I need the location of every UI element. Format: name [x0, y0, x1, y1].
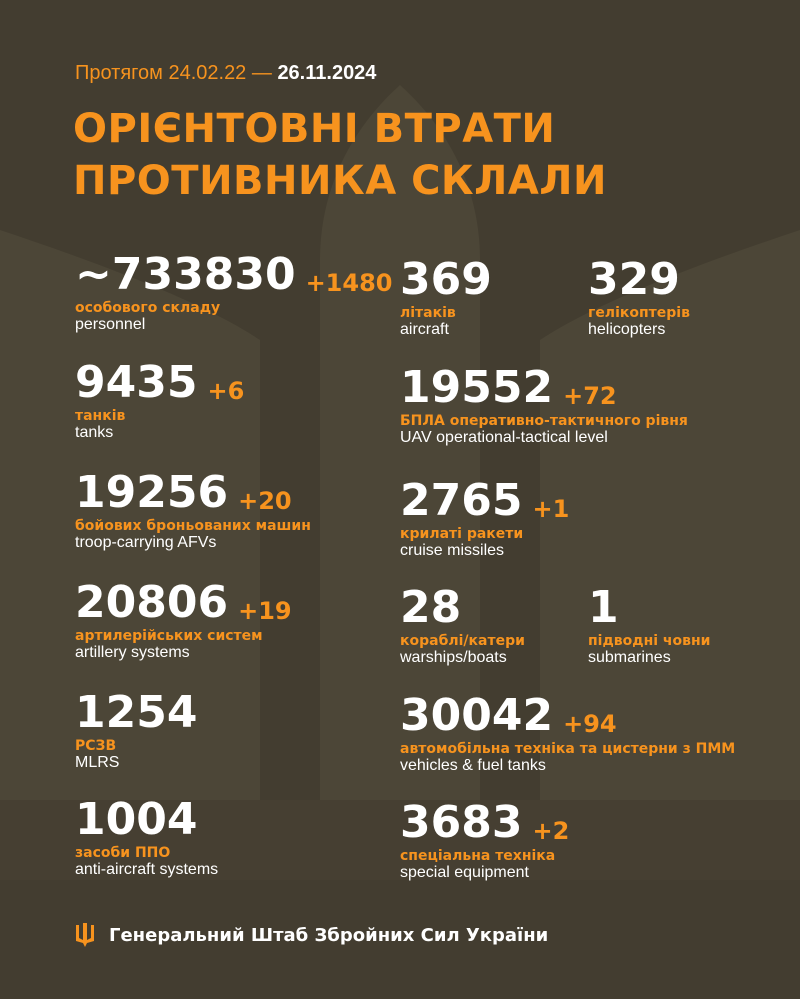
- stat-value: 3683 +2: [400, 800, 569, 846]
- stat-number: 1254: [75, 687, 198, 738]
- stat-label-ua: бойових броньованих машин: [75, 518, 311, 534]
- stat-label-en: submarines: [588, 649, 671, 666]
- stat-value: 20806 +19: [75, 580, 292, 626]
- stat-label-ua: БПЛА оперативно-тактичного рівня: [400, 413, 688, 429]
- stat-label-ua: РСЗВ: [75, 738, 117, 754]
- stat-number: 1: [588, 582, 619, 633]
- stat-increase: +72: [563, 382, 617, 410]
- title-line-2: ПРОТИВНИКА СКЛАЛИ: [73, 158, 608, 204]
- stat-label-en: cruise missiles: [400, 542, 505, 559]
- stat-number: 369: [400, 254, 492, 305]
- stat-value: 329: [588, 257, 690, 303]
- footer-text: Генеральний Штаб Збройних Сил України: [109, 924, 549, 946]
- stat-item: 2765 +1 крилаті ракети cruise missiles: [400, 478, 569, 560]
- stat-increase: +20: [238, 487, 292, 515]
- stat-label-en: tanks: [75, 424, 114, 441]
- stat-label-ua: кораблі/катери: [400, 633, 525, 649]
- stat-item: 19256 +20 бойових броньованих машин troop-c…: [75, 470, 311, 552]
- stat-number: 19256: [75, 467, 229, 518]
- stat-label-en: personnel: [75, 316, 146, 333]
- stat-number: 30042: [400, 690, 554, 741]
- stat-label-en: artillery systems: [75, 644, 190, 661]
- stat-item: 369 літаків aircraft: [400, 257, 492, 339]
- stat-increase: +2: [532, 817, 570, 845]
- stat-number: 20806: [75, 577, 229, 628]
- stat-number: 3683: [400, 797, 523, 848]
- stat-label-ua: підводні човни: [588, 633, 711, 649]
- stat-value: 2765 +1: [400, 478, 569, 524]
- stat-item: 1004 засоби ППО anti-aircraft systems: [75, 797, 218, 879]
- stat-label-en: UAV operational-tactical level: [400, 429, 608, 446]
- stat-item: 20806 +19 артилерійських систем artillery s…: [75, 580, 292, 662]
- stat-item: 9435 +6 танків tanks: [75, 360, 244, 442]
- stat-label-en: anti-aircraft systems: [75, 861, 219, 878]
- stat-item: 30042 +94 автомобільна техніка та цистерни…: [400, 693, 735, 775]
- stat-label-en: helicopters: [588, 321, 666, 338]
- stat-increase: +1: [532, 495, 570, 523]
- stat-label-en: troop-carrying AFVs: [75, 534, 217, 551]
- stat-label-ua: особового складу: [75, 300, 221, 316]
- footer: Генеральний Штаб Збройних Сил України: [75, 922, 548, 948]
- stat-increase: +94: [563, 710, 617, 738]
- stat-label-en: warships/boats: [400, 649, 507, 666]
- stat-item: 329 гелікоптерів helicopters: [588, 257, 690, 339]
- stat-label-ua: спеціальна техніка: [400, 848, 556, 864]
- stat-value: 369: [400, 257, 492, 303]
- stat-item: 1254 РСЗВ MLRS: [75, 690, 197, 772]
- stat-item: ~733830 +1480 особового складу personnel: [75, 252, 392, 334]
- title-line-1: ОРІЄНТОВНІ ВТРАТИ: [73, 106, 556, 152]
- page-title: ОРІЄНТОВНІ ВТРАТИ ПРОТИВНИКА СКЛАЛИ: [73, 103, 607, 207]
- period-end: 26.11.2024: [277, 62, 377, 84]
- stat-item: 1 підводні човни submarines: [588, 585, 710, 667]
- trident-icon: [76, 923, 94, 947]
- period-start: Протягом 24.02.22 —: [75, 62, 272, 84]
- stat-label-ua: літаків: [400, 305, 456, 321]
- stat-number: 2765: [400, 475, 523, 526]
- stat-label-ua: гелікоптерів: [588, 305, 690, 321]
- stat-increase: +1480: [305, 269, 393, 297]
- stat-value: 9435 +6: [75, 360, 244, 406]
- stat-number: 329: [588, 254, 680, 305]
- stat-number: 1004: [75, 794, 198, 845]
- stat-label-en: aircraft: [400, 321, 449, 338]
- stat-increase: +6: [207, 377, 245, 405]
- stat-value: 30042 +94: [400, 693, 735, 739]
- stat-value: 19256 +20: [75, 470, 311, 516]
- stat-item: 28 кораблі/катери warships/boats: [400, 585, 525, 667]
- stat-label-en: special equipment: [400, 864, 529, 881]
- stat-value: ~733830 +1480: [75, 252, 392, 298]
- period: Протягом 24.02.22 — 26.11.2024: [75, 62, 376, 85]
- stat-increase: +19: [238, 597, 292, 625]
- stat-label-en: MLRS: [75, 754, 120, 771]
- stat-label-ua: засоби ППО: [75, 845, 171, 861]
- stat-item: 19552 +72 БПЛА оперативно-тактичного рівня…: [400, 365, 688, 447]
- stat-item: 3683 +2 спеціальна техніка special equipmen…: [400, 800, 569, 882]
- stat-value: 1254: [75, 690, 197, 736]
- stat-value: 1004: [75, 797, 218, 843]
- stat-number: 19552: [400, 362, 554, 413]
- stat-label-ua: автомобільна техніка та цистерни з ПММ: [400, 741, 736, 757]
- stat-label-ua: крилаті ракети: [400, 526, 524, 542]
- stat-label-ua: танків: [75, 408, 126, 424]
- stat-value: 1: [588, 585, 710, 631]
- stat-value: 28: [400, 585, 525, 631]
- stat-value: 19552 +72: [400, 365, 688, 411]
- stat-number: ~733830: [75, 249, 296, 300]
- stat-label-ua: артилерійських систем: [75, 628, 263, 644]
- stat-number: 28: [400, 582, 462, 633]
- stat-label-en: vehicles & fuel tanks: [400, 757, 546, 774]
- stat-number: 9435: [75, 357, 198, 408]
